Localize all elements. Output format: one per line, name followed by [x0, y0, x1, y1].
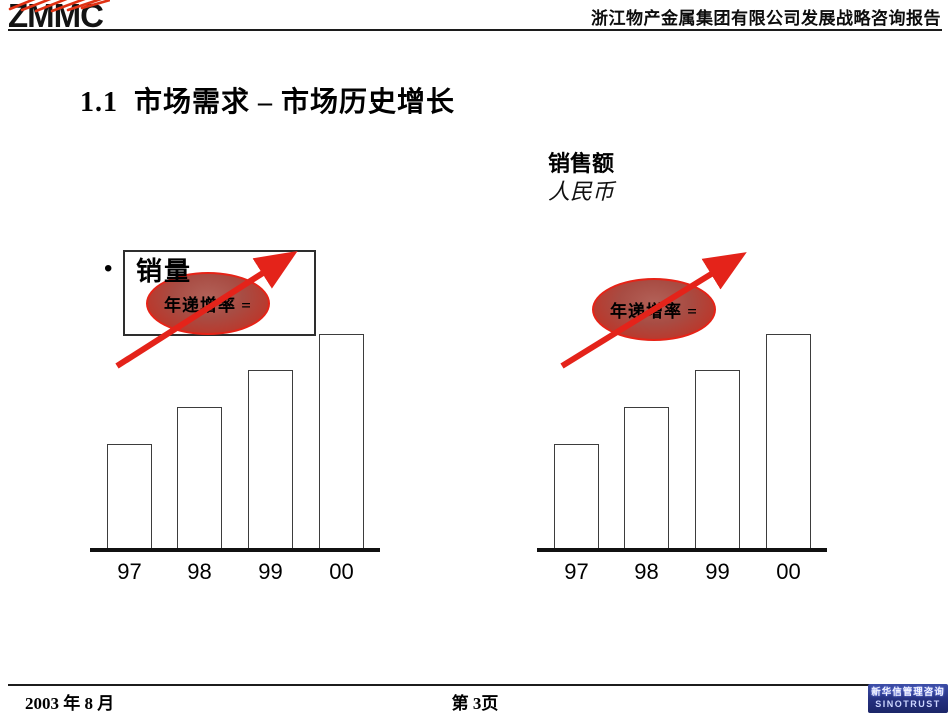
footer-divider — [8, 684, 942, 686]
bar-98 — [177, 407, 222, 551]
x-tick-97: 97 — [117, 559, 142, 584]
unit-title: 销售额 — [548, 151, 615, 176]
sinotrust-logo-en: SINOTRUST — [875, 698, 941, 709]
sinotrust-logo: 新华信管理咨询 SINOTRUST — [868, 684, 948, 713]
x-axis — [537, 548, 827, 552]
x-tick-97: 97 — [564, 559, 589, 584]
legend-bullet: • — [104, 255, 113, 282]
zmmc-logo: ZMMC — [8, 0, 110, 28]
report-title: 浙江物产金属集团有限公司发展战略咨询报告 — [591, 9, 941, 28]
slide-title: 1.1 市场需求 – 市场历史增长 — [80, 87, 456, 118]
bar-98 — [624, 407, 669, 551]
sales-revenue-chart: 年递增率 = 97 98 99 00 — [537, 245, 829, 595]
bar-97 — [554, 444, 599, 551]
page-number: 第 3页 — [451, 694, 499, 713]
x-tick-00: 00 — [776, 559, 801, 584]
bar-00 — [319, 334, 364, 551]
sales-volume-chart: • 销量 年递增率 = 97 98 99 00 — [90, 245, 382, 595]
legend-label-sales-volume: 销量 — [136, 257, 193, 286]
bar-00 — [766, 334, 811, 551]
trend-arrow-icon — [115, 250, 298, 369]
logo-rays-icon — [8, 0, 110, 13]
header-divider — [8, 29, 942, 31]
bar-97 — [107, 444, 152, 551]
legend-box — [123, 250, 316, 336]
right-chart-unit-label: 销售额 人民币 — [548, 150, 614, 206]
x-tick-99: 99 — [705, 559, 730, 584]
x-tick-99: 99 — [258, 559, 283, 584]
x-axis — [90, 548, 380, 552]
x-tick-98: 98 — [187, 559, 212, 584]
bar-99 — [248, 370, 293, 551]
unit-subtitle: 人民币 — [548, 179, 615, 204]
trend-arrow-icon — [560, 252, 747, 369]
footer-date: 2003 年 8 月 — [25, 694, 115, 713]
x-tick-98: 98 — [634, 559, 659, 584]
x-tick-00: 00 — [329, 559, 354, 584]
bar-99 — [695, 370, 740, 551]
sinotrust-logo-cn: 新华信管理咨询 — [871, 687, 945, 698]
